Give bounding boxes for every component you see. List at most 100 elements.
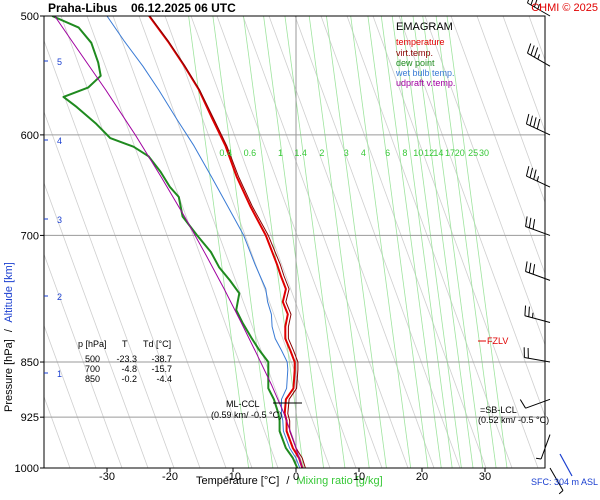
dry-adiabat-line [398,16,545,418]
table-cell: 700 [85,364,100,374]
table-cell: -0.2 [121,374,137,384]
copyright-label: CHMI © 2025 [531,2,598,14]
pressure-tick-label: 600 [21,130,39,142]
dry-adiabat-line [372,16,539,468]
altitude-tick-label: 3 [57,215,62,225]
dry-adiabat-line [44,324,97,468]
wind-barb [524,305,551,323]
level-table: p [hPa] T Td [°C] 500 -23.3 -38.7 700 -4… [78,339,172,384]
wind-barb [527,0,551,17]
pressure-tick-label: 850 [21,357,39,369]
mixing-ratio-line [391,16,453,468]
dry-adiabat-line [294,16,461,468]
dry-adiabat-line [44,110,175,468]
dry-adiabat-line [112,16,279,468]
table-cell: 850 [85,374,100,384]
wind-barb [519,398,551,409]
mixing-ratio-label: 0.4 [219,148,232,158]
temp-tick-label: 10 [353,471,365,483]
mixing-ratio-line [212,16,274,468]
table-cell: 500 [85,354,100,364]
mixing-ratio-line [435,16,497,468]
table-header-td: Td [°C] [143,339,171,349]
fzlv-label: FZLV [487,336,508,346]
series-line-udpraft-v-temp [54,16,303,468]
dry-adiabat-line [138,16,305,468]
pressure-tick-label: 1000 [15,463,39,475]
legend-temperature: temperature [396,37,445,47]
wind-barb [535,434,551,460]
wind-barb [525,216,551,236]
dry-adiabat-line [216,16,383,468]
mixing-ratio-label: 14 [433,148,443,158]
wind-barb [527,43,551,67]
dry-adiabat-line [450,16,545,275]
wind-barb [549,467,564,495]
table-cell: -23.3 [116,354,137,364]
temp-tick-label: -30 [99,471,115,483]
legend-updraft-vtemp: udpraft v.temp. [396,78,455,88]
wind-barb [523,347,551,363]
mixing-ratio-line [263,16,324,468]
sfc-label: SFC: 304 m ASL [531,477,598,487]
pressure-tick-label: 500 [21,11,39,23]
ml-ccl-values: (0.59 km/ -0.5 °C) [211,410,282,420]
mixing-ratio-label: 0.6 [244,148,257,158]
mixing-ratio-label: 17 [445,148,455,158]
mixing-ratio-line [380,16,442,468]
legend-virt-temp: virt.temp. [396,48,433,58]
temp-tick-label: -20 [162,471,178,483]
sb-lcl-values: (0.52 km/ -0.5 °C) [478,415,549,425]
dry-adiabat-line [320,16,487,468]
pressure-tick-label: 700 [21,230,39,242]
x-axis-separator: / [286,475,290,487]
legend-dew-point: dew point [396,58,435,68]
dry-adiabat-line [346,16,513,468]
dry-adiabat-line [44,253,123,468]
y-axis-altitude-label: Altitude [km] [3,262,15,323]
series-line-dew-point [51,16,299,468]
mixing-ratio-label: 2 [319,148,324,158]
altitude-tick-label: 5 [57,57,62,67]
table-cell: -15.7 [151,364,172,374]
mixing-ratio-label: 8 [402,148,407,158]
mixing-ratio-label: 1 [278,148,283,158]
mixing-ratio-label: 30 [479,148,489,158]
mixing-ratio-label: 1.4 [294,148,307,158]
wind-barb [525,113,551,136]
x-axis-label: Temperature [°C] / Mixing ratio [g/kg] [196,475,383,487]
x-axis-mixing-label: Mixing ratio [g/kg] [296,475,382,487]
ml-ccl-label: ML-CCL [226,399,260,409]
station-title: Praha-Libus [48,1,118,15]
series-line-wet-bulb-temp [106,16,301,468]
altitude-tick-label: 4 [57,136,62,146]
mixing-ratio-label: 6 [385,148,390,158]
wind-barb [525,261,551,281]
datetime-label: 06.12.2025 06 UTC [131,1,236,15]
legend: EMAGRAM temperature virt.temp. dew point… [395,21,455,88]
table-header-p: p [hPa] [78,339,107,349]
mixing-ratio-label: 10 [413,148,423,158]
temp-tick-label: 30 [479,471,491,483]
pressure-tick-label: 925 [21,412,39,424]
mixing-ratio-line [326,16,387,468]
mixing-ratio-line [284,16,346,468]
dry-adiabat-line [44,181,149,468]
temp-tick-label: 20 [416,471,428,483]
dry-adiabat-line [86,16,253,468]
mixing-ratio-label: 4 [361,148,366,158]
x-axis-temp-label: Temperature [°C] [196,475,279,487]
dry-adiabat-line [242,16,409,468]
mixing-ratio-label: 25 [468,148,478,158]
dry-adiabat-line [502,16,545,133]
dry-adiabat-line [164,16,331,468]
mixing-ratio-line [412,16,474,468]
table-header-t: T [122,339,128,349]
table-cell: -4.8 [121,364,137,374]
mixing-ratio-line [367,16,429,468]
surface-wind-arrow [559,453,573,477]
y-axis-label: Pressure [hPa] / Altitude [km] [3,262,15,412]
mixing-ratio-line [422,16,484,468]
mixing-ratio-label: 20 [455,148,465,158]
